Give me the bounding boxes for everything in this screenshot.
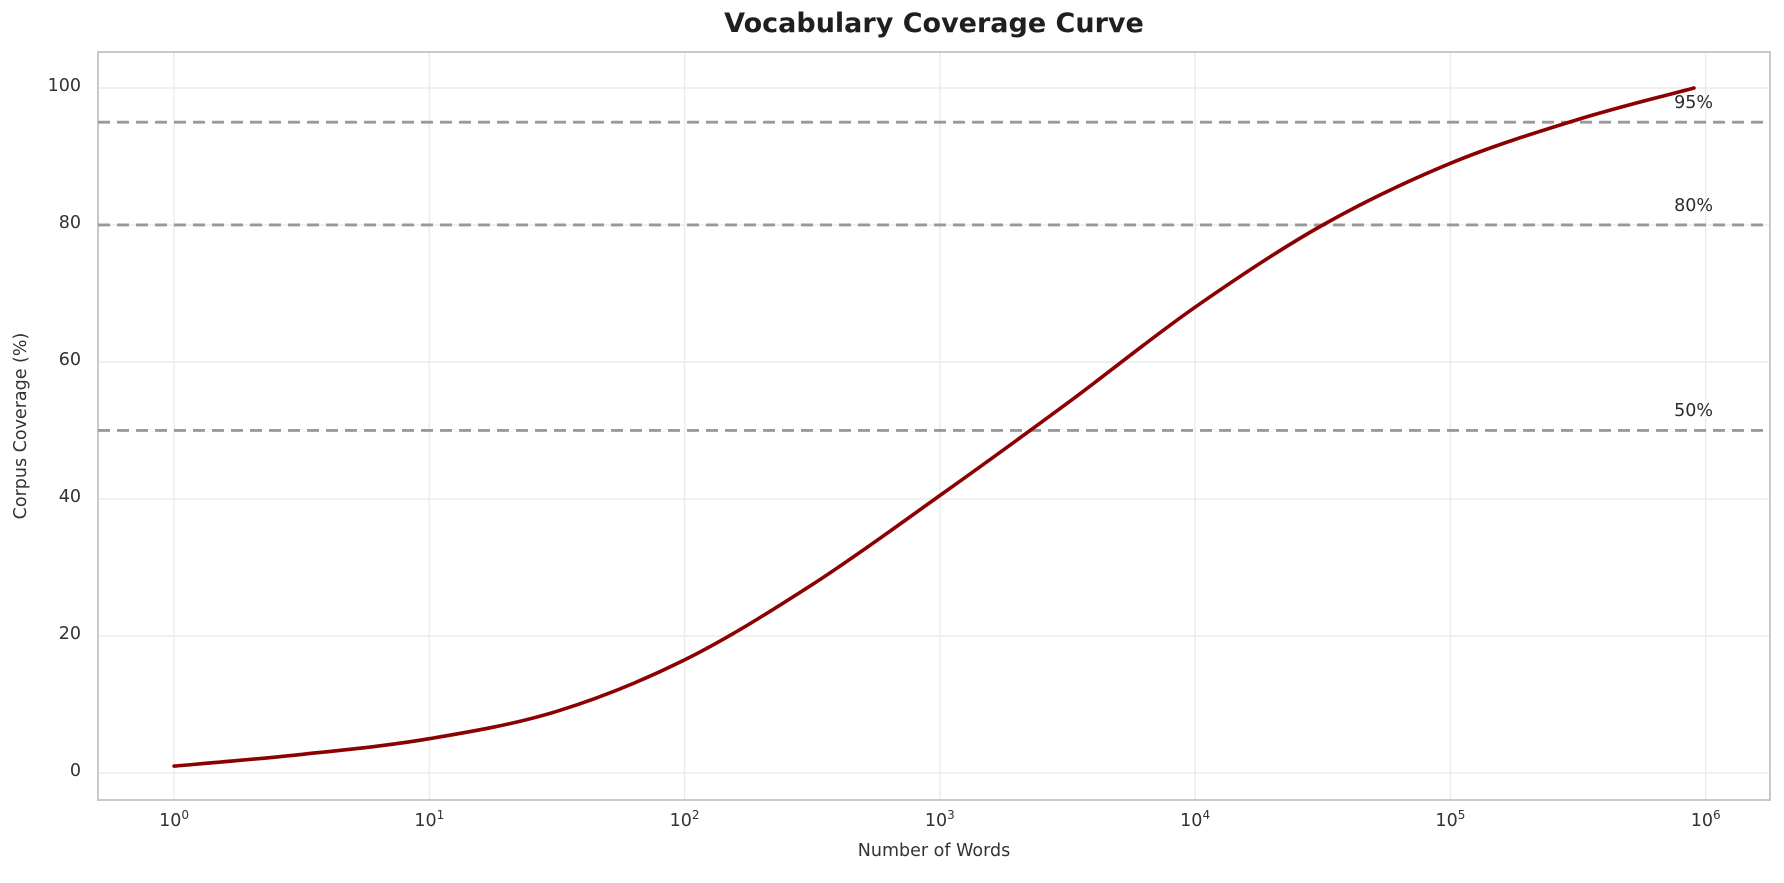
x-tick-label-10e0: 100 [159,808,190,831]
y-tick-label-20: 20 [58,623,81,644]
y-tick-label-100: 100 [47,75,81,96]
threshold-label-50: 50% [1674,401,1713,422]
y-tick-label-80: 80 [58,212,81,233]
chart-title: Vocabulary Coverage Curve [724,8,1144,39]
x-tick-label-10e6: 106 [1690,808,1721,831]
x-tick-label-10e4: 104 [1180,808,1211,831]
x-tick-label-10e1: 101 [414,808,445,831]
x-tick-label-10e5: 105 [1435,808,1466,831]
threshold-label-80: 80% [1674,195,1713,216]
y-tick-label-0: 0 [69,760,81,781]
coverage-curve [172,86,1696,768]
x-axis-label: Number of Words [857,841,1011,861]
threshold-label-95: 95% [1674,93,1713,114]
x-tick-label-10e2: 102 [669,808,700,831]
plot-border [97,51,1771,801]
y-axis-label: Corpus Coverage (%) [11,332,31,520]
y-tick-label-40: 40 [58,486,81,507]
y-tick-label-60: 60 [58,349,81,370]
x-tick-label-10e3: 103 [924,808,955,831]
